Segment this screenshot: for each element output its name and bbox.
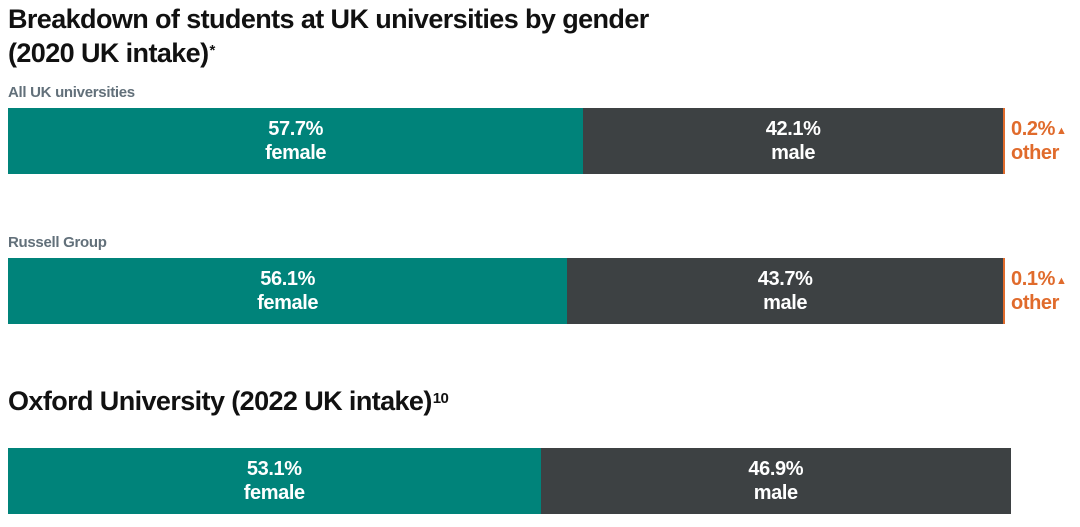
chart-title-footnote-marker: * [209, 42, 215, 59]
oxford-title-text: Oxford University (2022 UK intake) [8, 386, 432, 416]
segment-category-label: male [753, 482, 798, 504]
stacked-bar-all-uk-universities: 57.7% female 42.1% male [8, 108, 1003, 174]
segment-value-label: 42.1% [765, 118, 821, 140]
group-label-all-uk-universities: All UK universities [8, 84, 135, 101]
group-label-russell-group: Russell Group [8, 234, 107, 251]
segment-category-label: female [257, 292, 319, 314]
segment-category-label: female [265, 142, 327, 164]
bar-segment-female-all-uk-universities: 57.7% female [8, 108, 584, 174]
bar-segment-male-group-3: 46.9% male [540, 448, 1011, 514]
stacked-bar-russell-group: 56.1% female 43.7% male [8, 258, 1003, 324]
bar-segment-male-russell-group: 43.7% male [567, 258, 1003, 324]
other-value-russell-group: 0.1% [1011, 268, 1055, 290]
segment-value-label: 57.7% [268, 118, 323, 140]
segment-value-label: 43.7% [757, 268, 813, 290]
segment-category-label: female [243, 482, 305, 504]
other-marker-line-russell-group [1003, 258, 1005, 324]
chart-title-line1: Breakdown of students at UK universities… [8, 4, 649, 34]
oxford-title: Oxford University (2022 UK intake)10 [8, 384, 449, 418]
chart-title-line2: (2020 UK intake) [8, 38, 209, 68]
bar-segment-female-group-3: 53.1% female [8, 448, 541, 514]
triangle-up-icon: ▲ [1056, 125, 1067, 137]
other-label-all-uk-universities: 0.2%▲ other [1011, 117, 1067, 165]
segment-value-label: 46.9% [748, 458, 804, 480]
triangle-up-icon: ▲ [1056, 275, 1067, 287]
bar-segment-female-russell-group: 56.1% female [8, 258, 568, 324]
other-marker-line-all-uk-universities [1003, 108, 1005, 174]
oxford-title-reference: 10 [432, 390, 449, 407]
other-name-all-uk-universities: other [1011, 142, 1060, 164]
segment-value-label: 56.1% [260, 268, 316, 290]
segment-category-label: male [763, 292, 808, 314]
other-label-russell-group: 0.1%▲ other [1011, 267, 1067, 315]
stacked-bar-group-3: 53.1% female 46.9% male [8, 448, 1011, 514]
chart-title: Breakdown of students at UK universities… [8, 2, 649, 70]
segment-category-label: male [771, 142, 816, 164]
other-value-all-uk-universities: 0.2% [1011, 118, 1055, 140]
bar-segment-male-all-uk-universities: 42.1% male [583, 108, 1003, 174]
other-name-russell-group: other [1011, 292, 1060, 314]
segment-value-label: 53.1% [246, 458, 302, 480]
